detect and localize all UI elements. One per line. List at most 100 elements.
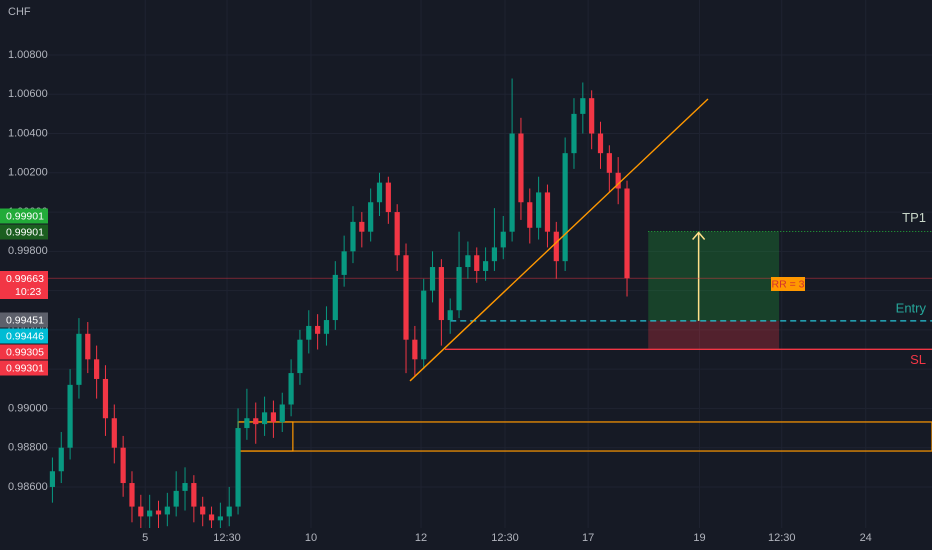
- candle-body: [447, 310, 453, 321]
- candle-body: [49, 471, 56, 487]
- candle-body: [341, 251, 347, 275]
- candle-body: [226, 506, 232, 517]
- price-tag: [0, 360, 48, 376]
- candle-body: [500, 231, 506, 248]
- candle-body: [518, 133, 524, 203]
- currency-label: CHF: [8, 6, 31, 18]
- candle-body: [412, 339, 418, 360]
- candle-body: [465, 255, 471, 268]
- candle-body: [138, 506, 144, 517]
- ratio-badge: [771, 277, 805, 291]
- candle-body: [385, 182, 391, 213]
- candle-body: [544, 192, 551, 232]
- candle-body: [270, 412, 277, 423]
- grid: [48, 0, 932, 528]
- trendline: [409, 98, 709, 382]
- stop-label: SL: [910, 352, 926, 367]
- y-tick-label: 0.99800: [8, 245, 48, 257]
- countdown-label: 10:23: [15, 286, 41, 298]
- candle-body: [323, 320, 330, 334]
- candle-body: [580, 98, 586, 114]
- x-tick-label: 12: [415, 532, 427, 544]
- candle-body: [491, 247, 498, 262]
- y-tick-label: 1.00200: [8, 167, 48, 179]
- candle-body: [288, 373, 294, 405]
- candle-body: [474, 255, 480, 271]
- candle-body: [438, 267, 444, 321]
- x-tick-label: 12:30: [213, 532, 241, 544]
- candle-body: [597, 133, 604, 154]
- price-tag: [0, 312, 48, 328]
- candle-body: [102, 378, 109, 419]
- candle-body: [429, 267, 436, 291]
- price-tag: [0, 224, 48, 240]
- candle-body: [553, 231, 559, 262]
- candle-body: [85, 333, 91, 360]
- y-tick-label: 0.98800: [8, 442, 48, 454]
- candle-body: [217, 516, 223, 521]
- plot-area: TP1 Entry SL RR = 3: [48, 78, 932, 528]
- price-tag: [0, 328, 48, 344]
- ratio-label: RR = 3: [772, 278, 805, 290]
- candle-body: [456, 267, 462, 311]
- candle-body: [536, 192, 542, 228]
- y-tick-label: 1.00400: [8, 127, 48, 139]
- candle-body: [155, 510, 162, 515]
- x-tick-label: 19: [693, 532, 705, 544]
- candle-body: [482, 261, 489, 271]
- price-tag-label: 0.99901: [6, 226, 44, 238]
- x-tick-label: 24: [860, 532, 872, 544]
- loss-zone: [648, 320, 780, 349]
- candle-body: [261, 412, 268, 425]
- current-price-label: 0.99663: [6, 273, 44, 285]
- price-tag: [0, 208, 48, 224]
- candle-body: [527, 202, 533, 228]
- candle-body: [624, 188, 630, 279]
- candle-body: [359, 221, 365, 232]
- price-tag-label: 0.99901: [6, 210, 44, 222]
- candle-body: [315, 325, 321, 334]
- price-tag-label: 0.99301: [6, 362, 44, 374]
- candle-body: [332, 274, 338, 321]
- candle-body: [394, 212, 400, 256]
- x-tick-label: 12:30: [491, 532, 519, 544]
- candle-body: [615, 172, 621, 189]
- profit-zone: [648, 231, 780, 321]
- x-tick-label: 10: [305, 532, 317, 544]
- candle-body: [76, 333, 82, 385]
- candle-body: [111, 418, 117, 448]
- candle-body: [376, 182, 383, 203]
- candle-body: [244, 418, 250, 429]
- candle-body: [368, 202, 374, 232]
- candle-body: [120, 447, 126, 484]
- candle-body: [253, 418, 259, 425]
- candle-body: [182, 483, 188, 491]
- candle-body: [173, 490, 179, 507]
- price-tag-label: 0.99305: [6, 346, 44, 358]
- x-tick-label: 12:30: [768, 532, 796, 544]
- arrow-head: [692, 231, 706, 240]
- price-tag: [0, 344, 48, 360]
- target-label: TP1: [902, 210, 926, 225]
- candle-body: [509, 133, 515, 232]
- candle-body: [606, 153, 612, 173]
- x-tick-label: 17: [582, 532, 594, 544]
- candle-body: [58, 447, 64, 472]
- candle-body: [421, 290, 427, 360]
- candle-body: [67, 384, 73, 448]
- y-tick-label: 1.00800: [8, 49, 48, 61]
- candle-body: [94, 359, 100, 379]
- candle-body: [562, 153, 568, 262]
- candle-body: [350, 221, 356, 252]
- y-tick-label: 0.98600: [8, 481, 48, 493]
- candle-body: [306, 325, 312, 340]
- candle-body: [235, 428, 241, 507]
- candle-body: [589, 98, 595, 134]
- candle-body: [208, 514, 215, 521]
- axes: 0.986000.988000.990000.992000.994000.996…: [0, 49, 872, 544]
- candle-body: [129, 483, 135, 507]
- candle-body: [147, 510, 153, 517]
- current-price-tag: [0, 271, 48, 299]
